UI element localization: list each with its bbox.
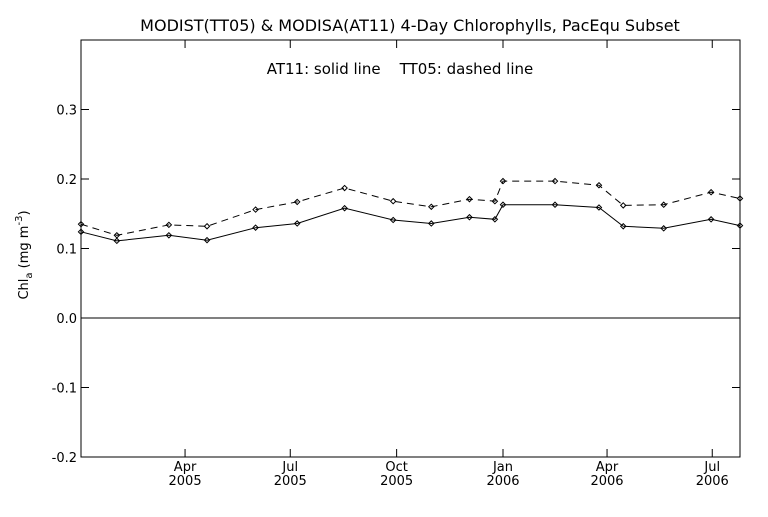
data-point-tt05 <box>428 203 435 211</box>
data-point-at11 <box>389 216 397 224</box>
y-tick-label: -0.1 <box>52 382 77 397</box>
data-point-tt05 <box>466 195 473 203</box>
data-point-tt05 <box>341 184 348 192</box>
data-point-at11 <box>491 216 499 223</box>
data-point-at11 <box>77 228 85 236</box>
x-tick-year-label: 2006 <box>486 474 519 489</box>
data-point-at11 <box>293 220 301 227</box>
y-tick-label: 0.0 <box>56 312 77 327</box>
x-tick-label: Apr <box>596 460 619 475</box>
data-point-at11 <box>428 220 435 227</box>
chart-title: MODIST(TT05) & MODISA(AT11) 4-Day Chloro… <box>140 16 680 35</box>
data-point-at11 <box>707 216 715 223</box>
x-tick-label: Jul <box>281 460 298 475</box>
x-tick-year-label: 2005 <box>169 474 202 489</box>
data-point-at11 <box>466 213 473 221</box>
data-point-tt05 <box>165 221 173 229</box>
data-point-tt05 <box>660 201 668 209</box>
data-point-tt05 <box>551 177 559 185</box>
y-tick-label: -0.2 <box>52 451 77 466</box>
legend-annotation: AT11: solid line TT05: dashed line <box>267 60 534 78</box>
y-tick-label: 0.1 <box>56 243 77 258</box>
data-point-tt05 <box>389 197 397 205</box>
y-axis-label-part: (mg m <box>17 226 32 273</box>
x-tick-label: Jul <box>703 460 720 475</box>
data-point-tt05 <box>707 188 715 196</box>
x-tick-label: Oct <box>385 460 407 475</box>
data-point-at11 <box>736 222 744 229</box>
x-tick-label: Apr <box>174 460 197 475</box>
x-tick-year-label: 2006 <box>590 474 623 489</box>
x-tick-year-label: 2006 <box>696 474 729 489</box>
data-point-tt05 <box>77 220 85 228</box>
data-point-tt05 <box>595 181 603 189</box>
data-point-at11 <box>660 225 668 232</box>
x-tick-year-label: 2005 <box>380 474 413 489</box>
data-point-tt05 <box>619 202 627 209</box>
y-axis-label-part: -3 <box>14 216 25 226</box>
data-point-tt05 <box>113 231 121 239</box>
data-point-at11 <box>165 231 173 239</box>
data-point-tt05 <box>203 222 211 230</box>
series-line-tt05 <box>80 180 741 236</box>
x-tick-year-label: 2005 <box>274 474 307 489</box>
data-point-at11 <box>595 204 603 211</box>
data-point-at11 <box>203 236 211 244</box>
x-tick-label: Jan <box>492 460 513 475</box>
data-point-at11 <box>341 204 348 212</box>
data-point-at11 <box>252 224 259 231</box>
series-layer <box>77 177 744 319</box>
data-point-tt05 <box>293 198 301 206</box>
series-line-at11 <box>80 204 741 242</box>
x-axis: Apr2005Jul2005Oct2005Jan2006Apr2006Jul20… <box>169 40 729 489</box>
data-point-tt05 <box>499 177 507 185</box>
y-axis: -0.2 -0.1 0.0 0.1 0.2 0.3 <box>52 104 740 466</box>
plot-frame <box>80 39 741 458</box>
y-tick-label: 0.3 <box>56 104 77 119</box>
data-point-tt05 <box>736 195 744 202</box>
y-axis-label-part: Chl <box>17 279 32 300</box>
y-axis-label-part: ) <box>17 210 32 215</box>
data-point-at11 <box>113 237 121 245</box>
y-axis-label-part: a <box>24 272 35 278</box>
y-tick-label: 0.2 <box>56 173 77 188</box>
y-axis-label: Chla (mg m-3) <box>14 210 35 299</box>
data-point-tt05 <box>252 206 259 213</box>
data-point-at11 <box>499 201 507 209</box>
data-point-tt05 <box>491 197 499 205</box>
data-point-at11 <box>551 201 559 209</box>
data-point-at11 <box>619 222 627 230</box>
